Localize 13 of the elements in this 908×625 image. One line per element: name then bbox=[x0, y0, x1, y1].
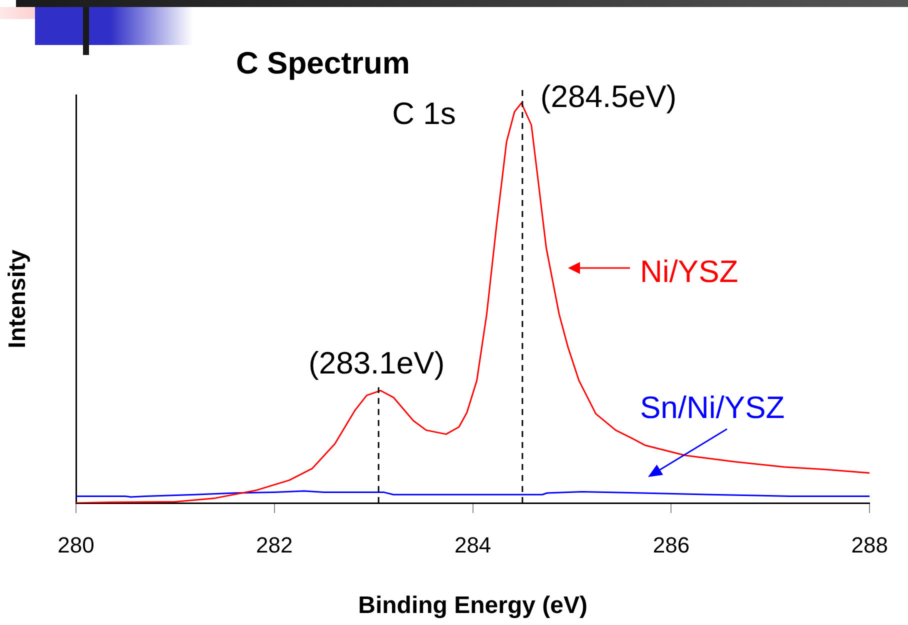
legend-label: Ni/YSZ bbox=[640, 254, 738, 289]
ref-line-label: (284.5eV) bbox=[540, 79, 677, 114]
x-tick-label: 282 bbox=[256, 532, 293, 558]
text: Sn/Ni/YSZ bbox=[640, 390, 785, 425]
x-tick-label: 288 bbox=[851, 532, 888, 558]
x-tick-label: 286 bbox=[652, 532, 690, 558]
annotation: C 1s bbox=[392, 96, 456, 131]
x-axis-title: Binding Energy (eV) bbox=[358, 592, 588, 620]
x-tick-label: 280 bbox=[58, 532, 94, 558]
x-tick-label: 284 bbox=[454, 532, 492, 558]
chart-title: C Spectrum bbox=[236, 46, 410, 81]
y-axis-title: Intensity bbox=[4, 249, 32, 348]
ref-line-label: (283.1eV) bbox=[308, 345, 445, 380]
